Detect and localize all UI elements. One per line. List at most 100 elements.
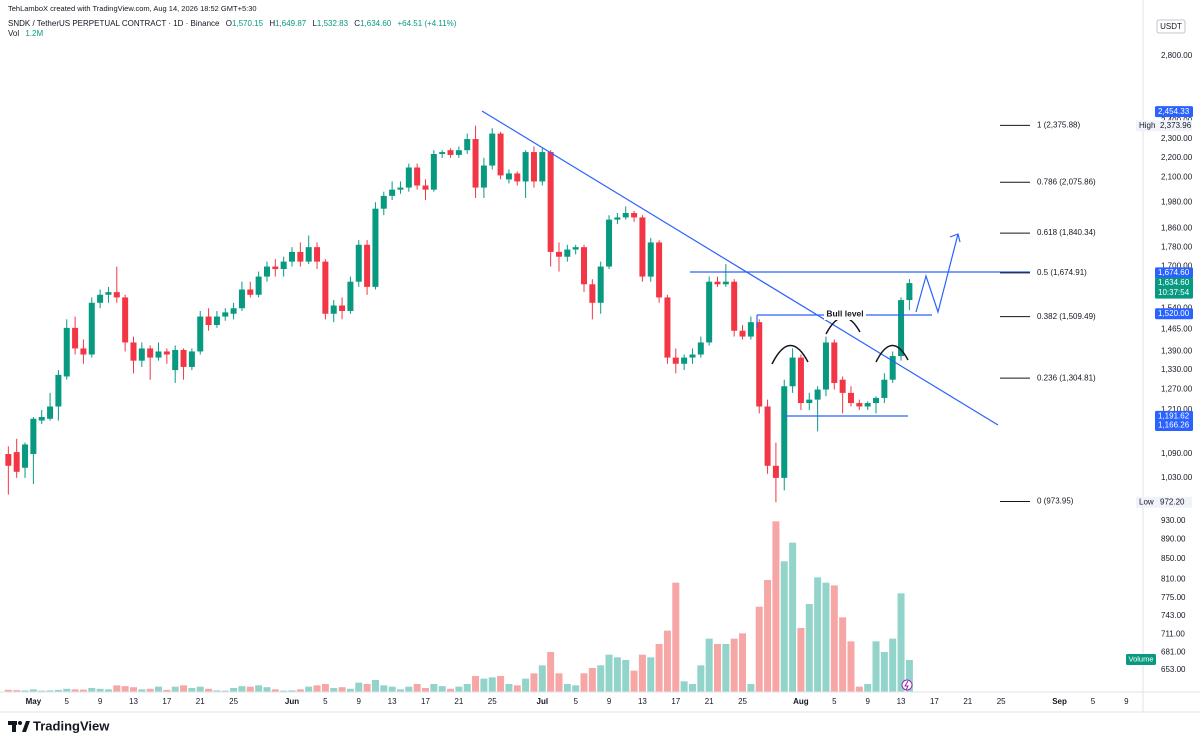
candle-body [589, 284, 596, 303]
candle-body [489, 133, 496, 166]
x-tick-label: 21 [196, 697, 205, 706]
y-tick-label: 1,465.00 [1161, 324, 1193, 333]
price-badge-label: 1,166.26 [1158, 421, 1190, 430]
x-tick-label: 5 [573, 697, 578, 706]
x-tick-label: 13 [388, 697, 397, 706]
volume-bar [480, 678, 488, 692]
ohlc-value: 1,570.15 [231, 19, 264, 28]
volume-bar [380, 685, 388, 692]
candle-body [714, 281, 721, 285]
volume-bar [705, 638, 713, 692]
price-badge [1155, 410, 1193, 422]
volume-bar [488, 677, 496, 692]
volume-bar [430, 684, 438, 692]
candle-body [263, 266, 270, 277]
volume-bar [96, 688, 104, 692]
event-icon[interactable] [901, 679, 913, 691]
y-tick-label: 2,200.00 [1161, 153, 1193, 162]
price-badge-label: 1,191.62 [1158, 412, 1190, 421]
x-tick-label: 5 [65, 697, 70, 706]
candle-body [597, 266, 604, 303]
candle-body [572, 247, 579, 250]
x-tick-label: Jul [537, 697, 549, 706]
candle-body [422, 185, 429, 190]
volume-bar [688, 684, 696, 692]
volume-bar [638, 654, 646, 692]
candle-body [581, 247, 588, 285]
volume-bar [338, 687, 346, 692]
volume-bar [789, 542, 797, 692]
candle-body [272, 266, 279, 270]
volume-bar [722, 644, 730, 692]
volume-bar [146, 688, 154, 692]
y-tick-label: 2,100.00 [1161, 173, 1193, 182]
candle-body [622, 213, 629, 218]
candle-body [439, 152, 446, 154]
volume-bar [113, 685, 121, 692]
ohlc-key: H [269, 19, 276, 28]
y-tick-label: 775.00 [1161, 593, 1186, 602]
volume-bar [371, 680, 379, 692]
logo-part [12, 721, 16, 732]
arrow-head [949, 233, 961, 243]
fib-label: 0 (973.95) [1037, 497, 1074, 506]
volume-bar [138, 689, 146, 692]
change: +64.51 (+4.11%) [397, 19, 457, 28]
candle-body [747, 322, 754, 337]
volume-bar [747, 684, 755, 692]
brand-logo [8, 721, 30, 732]
volume-line: Vol 1.2M [8, 29, 43, 39]
volume-bar [29, 689, 37, 692]
candle-body [722, 281, 729, 285]
y-tick-label: 711.00 [1161, 629, 1185, 638]
currency-box[interactable] [1156, 19, 1186, 34]
volume-bar [104, 689, 112, 692]
candle-body [30, 418, 37, 455]
volume-bar [13, 690, 21, 692]
volume-badge [1126, 654, 1156, 665]
candle-body [305, 247, 312, 262]
low-tag: Low [1139, 497, 1154, 506]
volume-bar [155, 686, 163, 692]
logo-part [22, 721, 30, 732]
price-badge-label: 2,454.33 [1158, 107, 1190, 116]
y-tick-label: 1,780.00 [1161, 242, 1193, 251]
candle-body [55, 374, 62, 407]
volume-key: Vol [8, 29, 20, 38]
candle-body [522, 152, 529, 182]
candle-body [639, 217, 646, 277]
y-tick-label: 930.00 [1161, 516, 1186, 525]
volume-bar [38, 690, 46, 692]
volume-bar [672, 582, 680, 692]
volume-bar [655, 644, 663, 692]
candle-body [405, 167, 412, 188]
volume-bar [463, 684, 471, 692]
candle-body [205, 316, 212, 326]
fib-label: 0.5 (1,674.91) [1037, 268, 1087, 277]
volume-bar [288, 690, 296, 692]
y-tick-label: 1,540.00 [1161, 303, 1193, 312]
candle-body [38, 416, 45, 421]
volume-bar [497, 676, 505, 692]
arc [771, 344, 809, 365]
price-badge [1155, 106, 1193, 118]
low-value: 972.20 [1160, 497, 1185, 506]
candle-body [881, 379, 888, 398]
price-badge [1155, 267, 1193, 279]
price-badge [1155, 308, 1193, 320]
candle-layer [5, 125, 913, 503]
x-tick-label: 17 [421, 697, 430, 706]
volume-bar [296, 689, 304, 692]
candle-body [447, 150, 454, 155]
volume-bar [413, 684, 421, 692]
candle-body [372, 208, 379, 287]
candle-body [130, 342, 137, 361]
volume-bar [71, 689, 79, 692]
candle-body [839, 379, 846, 393]
candle-body [113, 292, 120, 298]
candle-body [105, 292, 112, 295]
x-tick-label: 5 [1091, 697, 1096, 706]
volume-bar [513, 685, 521, 692]
volume-bar [196, 686, 204, 692]
